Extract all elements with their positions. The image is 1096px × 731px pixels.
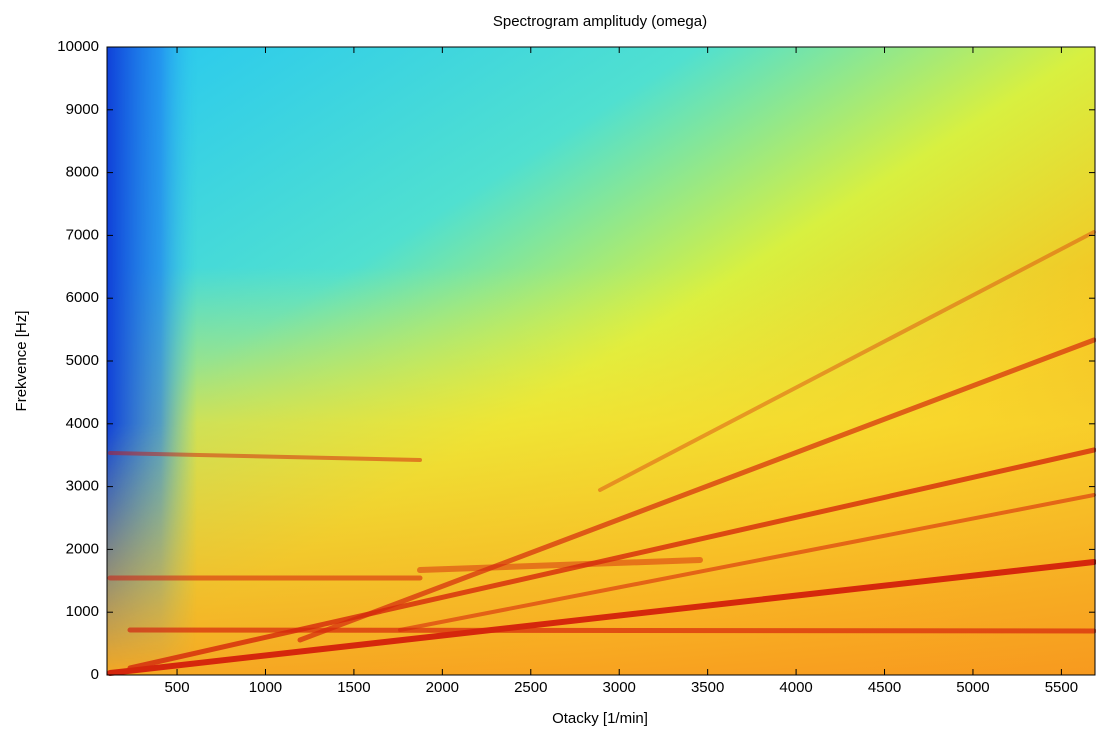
x-tick-label: 1500 <box>337 679 370 696</box>
y-tick-label: 8000 <box>66 164 99 181</box>
y-tick-label: 1000 <box>66 603 99 620</box>
x-tick-label: 5000 <box>956 679 989 696</box>
y-tick-label: 3000 <box>66 478 99 495</box>
y-tick-label: 7000 <box>66 226 99 243</box>
spectrogram-image <box>107 47 1096 676</box>
x-axis-label: Otacky [1/min] <box>552 710 648 727</box>
x-tick-label: 500 <box>165 679 190 696</box>
y-tick-label: 6000 <box>66 289 99 306</box>
x-tick-label: 2500 <box>514 679 547 696</box>
x-tick-label: 1000 <box>249 679 282 696</box>
y-tick-label: 2000 <box>66 540 99 557</box>
y-axis-label: Frekvence [Hz] <box>13 311 30 412</box>
x-tick-label: 3000 <box>603 679 636 696</box>
y-tick-label: 0 <box>91 666 99 683</box>
x-tick-label: 4000 <box>779 679 812 696</box>
x-tick-label: 2000 <box>426 679 459 696</box>
y-tick-label: 4000 <box>66 415 99 432</box>
x-tick-label: 5500 <box>1045 679 1078 696</box>
chart-title: Spectrogram amplitudy (omega) <box>493 13 707 30</box>
y-tick-label: 9000 <box>66 101 99 118</box>
x-tick-label: 4500 <box>868 679 901 696</box>
y-tick-label: 10000 <box>57 38 99 55</box>
x-tick-label: 3500 <box>691 679 724 696</box>
y-tick-label: 5000 <box>66 352 99 369</box>
